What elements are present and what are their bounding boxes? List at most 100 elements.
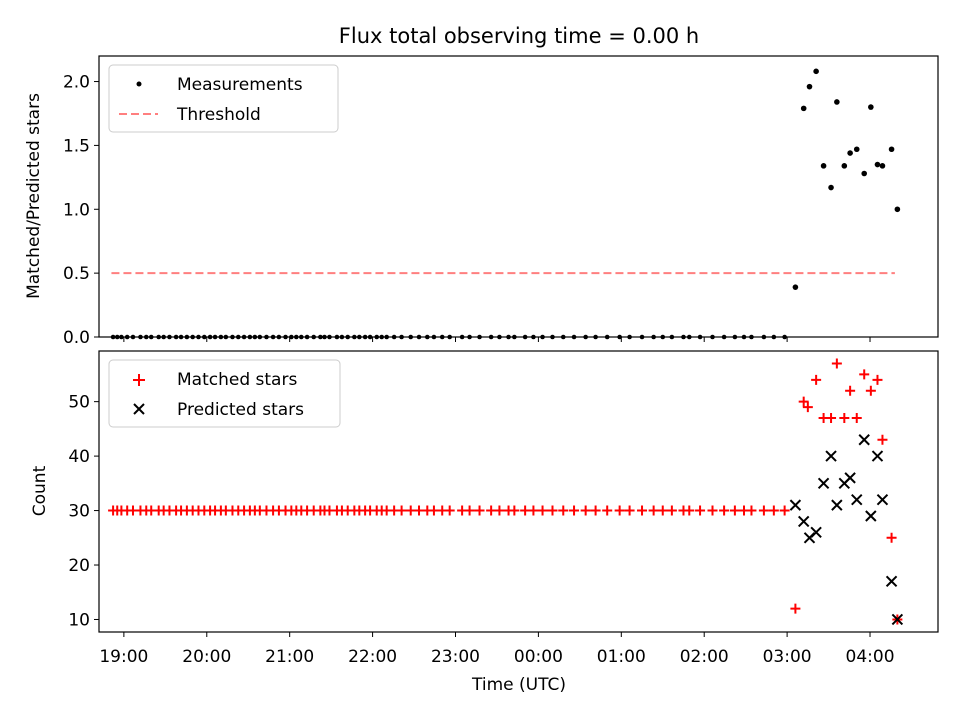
measurement-point bbox=[806, 83, 813, 90]
measurement-point bbox=[467, 334, 472, 340]
bottom-y-axis-label: Count bbox=[30, 465, 50, 516]
measurement-point bbox=[431, 334, 437, 340]
legend-predicted-marker bbox=[133, 403, 145, 415]
measurement-point bbox=[792, 284, 799, 290]
measurement-point bbox=[888, 146, 895, 153]
x-tick-label: 00:00 bbox=[514, 647, 563, 667]
top-legend: Measurements Threshold bbox=[108, 64, 339, 133]
measurement-point bbox=[352, 334, 357, 340]
measurement-point bbox=[761, 334, 767, 340]
measurement-point bbox=[294, 334, 299, 340]
bottom-y-tick-label: 20 bbox=[68, 556, 90, 576]
predicted-star-point bbox=[825, 450, 837, 462]
measurement-point bbox=[686, 334, 692, 340]
predicted-star-point bbox=[858, 434, 870, 446]
matched-star-point bbox=[684, 505, 695, 516]
measurement-point bbox=[847, 150, 853, 156]
measurement-point bbox=[184, 334, 190, 340]
measurement-point bbox=[173, 334, 179, 340]
measurement-point bbox=[477, 334, 482, 340]
matched-star-point bbox=[707, 505, 718, 516]
measurement-point bbox=[782, 334, 787, 340]
measurement-point bbox=[304, 334, 310, 340]
measurement-point bbox=[257, 334, 263, 340]
measurement-point bbox=[583, 334, 588, 340]
measurement-point bbox=[318, 334, 323, 340]
measurement-point bbox=[218, 334, 224, 340]
x-tick-label: 23:00 bbox=[431, 647, 480, 667]
measurement-point bbox=[617, 334, 622, 340]
top-y-tick-label: 0.0 bbox=[63, 328, 90, 348]
measurement-point bbox=[669, 334, 675, 340]
x-tick-label: 02:00 bbox=[680, 647, 729, 667]
measurement-point bbox=[828, 184, 834, 191]
matched-star-point bbox=[719, 505, 730, 516]
matched-star-point bbox=[657, 505, 668, 516]
measurement-point bbox=[167, 334, 172, 340]
legend-predicted-label: Predicted stars bbox=[177, 400, 304, 420]
measurement-point bbox=[334, 334, 340, 340]
measurement-point bbox=[241, 334, 247, 340]
measurement-point bbox=[178, 334, 184, 340]
measurement-point bbox=[207, 334, 213, 340]
matched-star-point bbox=[845, 385, 856, 396]
predicted-star-point bbox=[831, 499, 843, 511]
matched-star-point bbox=[624, 505, 635, 516]
legend-box bbox=[108, 64, 339, 133]
matched-star-point bbox=[851, 412, 862, 423]
measurement-point bbox=[322, 334, 327, 340]
measurement-point bbox=[374, 334, 380, 340]
matched-star-point bbox=[758, 505, 769, 516]
measurement-point bbox=[327, 334, 332, 340]
measurement-point bbox=[138, 334, 143, 340]
top-y-tick-label: 1.0 bbox=[63, 200, 90, 220]
measurement-point bbox=[119, 334, 124, 340]
matched-star-point bbox=[509, 505, 520, 516]
top-y-axis-label: Matched/Predicted stars bbox=[24, 93, 44, 299]
measurement-point bbox=[861, 170, 868, 177]
measurement-point bbox=[391, 334, 397, 340]
measurement-point bbox=[560, 334, 566, 340]
measurement-point bbox=[512, 334, 517, 340]
measurement-point bbox=[252, 334, 258, 340]
matched-star-point bbox=[474, 505, 485, 516]
measurement-point bbox=[651, 334, 656, 340]
predicted-star-point bbox=[865, 510, 877, 522]
matched-star-point bbox=[396, 505, 407, 516]
measurement-point bbox=[362, 334, 368, 340]
predicted-star-point bbox=[844, 472, 856, 484]
measurement-point bbox=[143, 334, 149, 340]
measurement-point bbox=[311, 334, 317, 340]
measurement-point bbox=[264, 334, 269, 340]
matched-star-point bbox=[444, 505, 455, 516]
x-tick-label: 03:00 bbox=[763, 647, 812, 667]
measurement-point bbox=[593, 334, 598, 340]
measurement-point bbox=[339, 334, 345, 340]
x-tick-label: 01:00 bbox=[597, 647, 646, 667]
measurement-point bbox=[276, 334, 282, 340]
measurement-point bbox=[841, 163, 848, 169]
measurement-point bbox=[425, 334, 430, 340]
measurement-point bbox=[497, 334, 502, 340]
measurement-point bbox=[488, 334, 494, 340]
matched-star-point bbox=[695, 505, 706, 516]
measurement-point bbox=[399, 334, 404, 340]
measurement-point bbox=[345, 334, 351, 340]
predicted-star-point bbox=[810, 526, 822, 539]
matched-star-point bbox=[872, 374, 883, 385]
measurement-point bbox=[223, 334, 229, 340]
matched-star-point bbox=[865, 385, 876, 396]
measurement-point bbox=[247, 334, 253, 340]
measurement-point bbox=[639, 334, 645, 340]
measurement-point bbox=[439, 334, 445, 340]
measurement-point bbox=[212, 334, 218, 340]
predicted-star-point bbox=[851, 493, 863, 506]
legend-threshold-label: Threshold bbox=[176, 105, 261, 125]
measurement-point bbox=[506, 334, 511, 340]
matched-star-point bbox=[648, 505, 659, 516]
matched-star-point bbox=[746, 505, 757, 516]
measurement-point bbox=[201, 334, 207, 340]
measurement-point bbox=[235, 334, 241, 340]
matched-star-point bbox=[831, 358, 842, 369]
